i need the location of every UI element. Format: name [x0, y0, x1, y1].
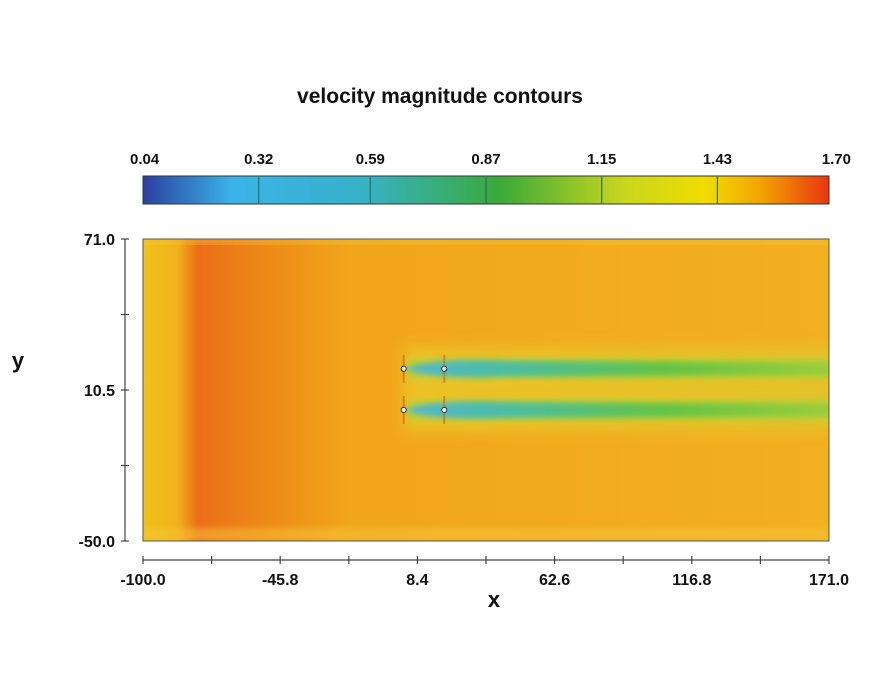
colorbar-tick-label: 0.04 [130, 151, 160, 168]
colorbar-tick-label: 1.70 [822, 151, 851, 168]
wakes-layer [403, 346, 829, 432]
x-axis: -100.0 -45.8 8.4 62.6 116.8 171.0 [120, 556, 849, 589]
x-tick-label: -45.8 [262, 572, 299, 589]
x-axis-label: x [488, 587, 501, 612]
colorbar-tick-label: 1.43 [703, 151, 732, 168]
wake-core [403, 360, 829, 378]
chart-title: velocity magnitude contours [297, 85, 583, 108]
x-tick-label: -100.0 [120, 572, 165, 589]
turbine-marker [441, 365, 448, 372]
turbine-marker [400, 365, 407, 372]
colorbar-tick-label: 0.59 [356, 151, 385, 168]
x-tick-label: 62.6 [539, 572, 570, 589]
colorbar-tick-label: 0.32 [244, 151, 273, 168]
colorbar-tick-label: 0.87 [471, 151, 500, 168]
y-axis: 71.0 10.5 -50.0 [79, 232, 129, 551]
contour-field [143, 239, 829, 541]
y-tick-label: 71.0 [84, 232, 115, 249]
turbines-layer [400, 354, 448, 424]
y-tick-label: -50.0 [79, 534, 116, 551]
x-tick-label: 8.4 [406, 572, 428, 589]
bottom-wall-band [143, 528, 829, 541]
x-tick-label: 116.8 [672, 572, 711, 589]
x-tick-label: 171.0 [809, 572, 849, 589]
wake-core [403, 401, 829, 419]
colorbar-tick-label: 1.15 [587, 151, 616, 168]
y-axis-label: y [12, 348, 25, 373]
y-tick-label: 10.5 [84, 383, 115, 400]
plot-frame [142, 238, 830, 542]
colorbar-ticks: 0.04 0.32 0.59 0.87 1.15 1.43 1.70 [130, 151, 851, 204]
top-wall-band [143, 239, 829, 245]
turbine-marker [441, 406, 448, 414]
turbine-marker [400, 406, 407, 414]
